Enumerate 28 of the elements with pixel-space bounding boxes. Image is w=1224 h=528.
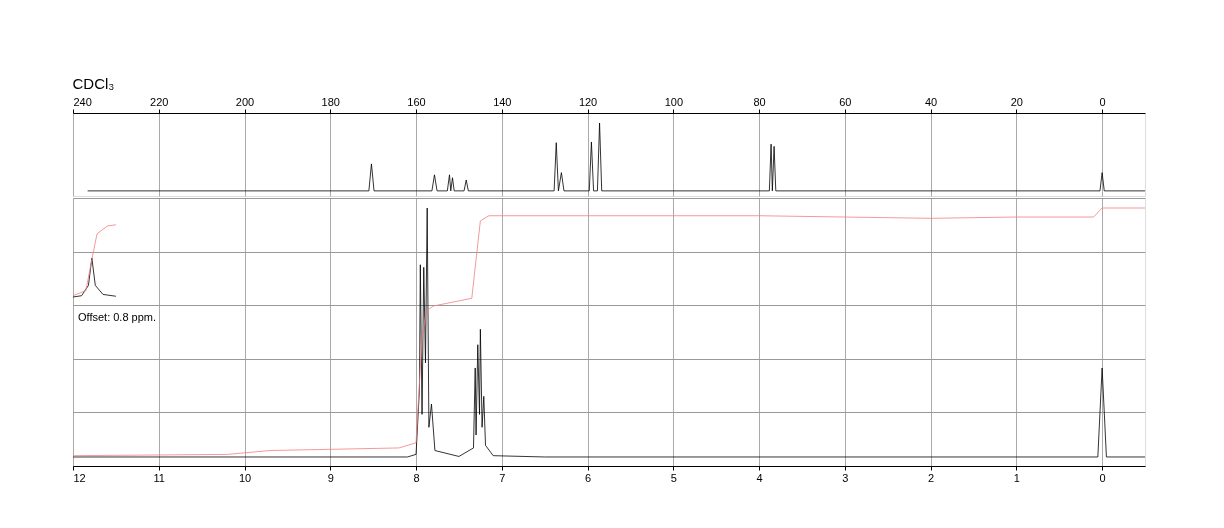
x-tick-label: 40 xyxy=(924,95,938,108)
x-tick-label: 10 xyxy=(238,471,252,484)
x-tick-label: 0 xyxy=(1099,95,1106,108)
x-tick-label: 160 xyxy=(407,95,426,108)
x-tick-label: 8 xyxy=(413,471,420,484)
x-tick-label: 1 xyxy=(1013,471,1020,484)
x-tick-label: 2 xyxy=(928,471,935,484)
x-tick-label: 7 xyxy=(499,471,506,484)
x-tick-label: 200 xyxy=(235,95,255,108)
chart-title: CDCl₃ xyxy=(72,75,115,92)
x-tick-label: 4 xyxy=(756,471,763,484)
x-tick-label: 80 xyxy=(753,95,766,108)
x-tick-label: 20 xyxy=(1010,95,1023,108)
x-tick-label: 140 xyxy=(493,95,512,108)
x-tick-label: 6 xyxy=(585,471,592,484)
x-tick-label: 220 xyxy=(150,95,169,108)
x-tick-label: 0 xyxy=(1099,471,1106,484)
x-tick-label: 12 xyxy=(73,471,86,484)
x-tick-label: 9 xyxy=(327,471,334,484)
x-tick-label: 240 xyxy=(73,95,92,108)
x-tick-label: 3 xyxy=(842,471,849,484)
x-tick-label: 11 xyxy=(153,471,165,484)
x-tick-label: 60 xyxy=(839,95,852,108)
x-tick-label: 5 xyxy=(670,471,677,484)
x-tick-label: 120 xyxy=(578,95,598,108)
x-tick-label: 100 xyxy=(664,95,683,108)
x-tick-label: 180 xyxy=(321,95,340,108)
annotation: Offset: 0.8 ppm. xyxy=(78,311,157,323)
